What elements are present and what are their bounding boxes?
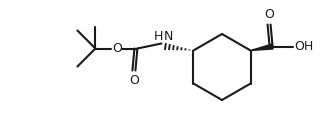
Text: H: H bbox=[154, 31, 163, 44]
Text: O: O bbox=[113, 42, 122, 55]
Text: O: O bbox=[265, 8, 275, 21]
Text: OH: OH bbox=[295, 40, 314, 53]
Text: N: N bbox=[163, 31, 173, 44]
Text: O: O bbox=[130, 74, 139, 87]
Polygon shape bbox=[250, 44, 273, 51]
